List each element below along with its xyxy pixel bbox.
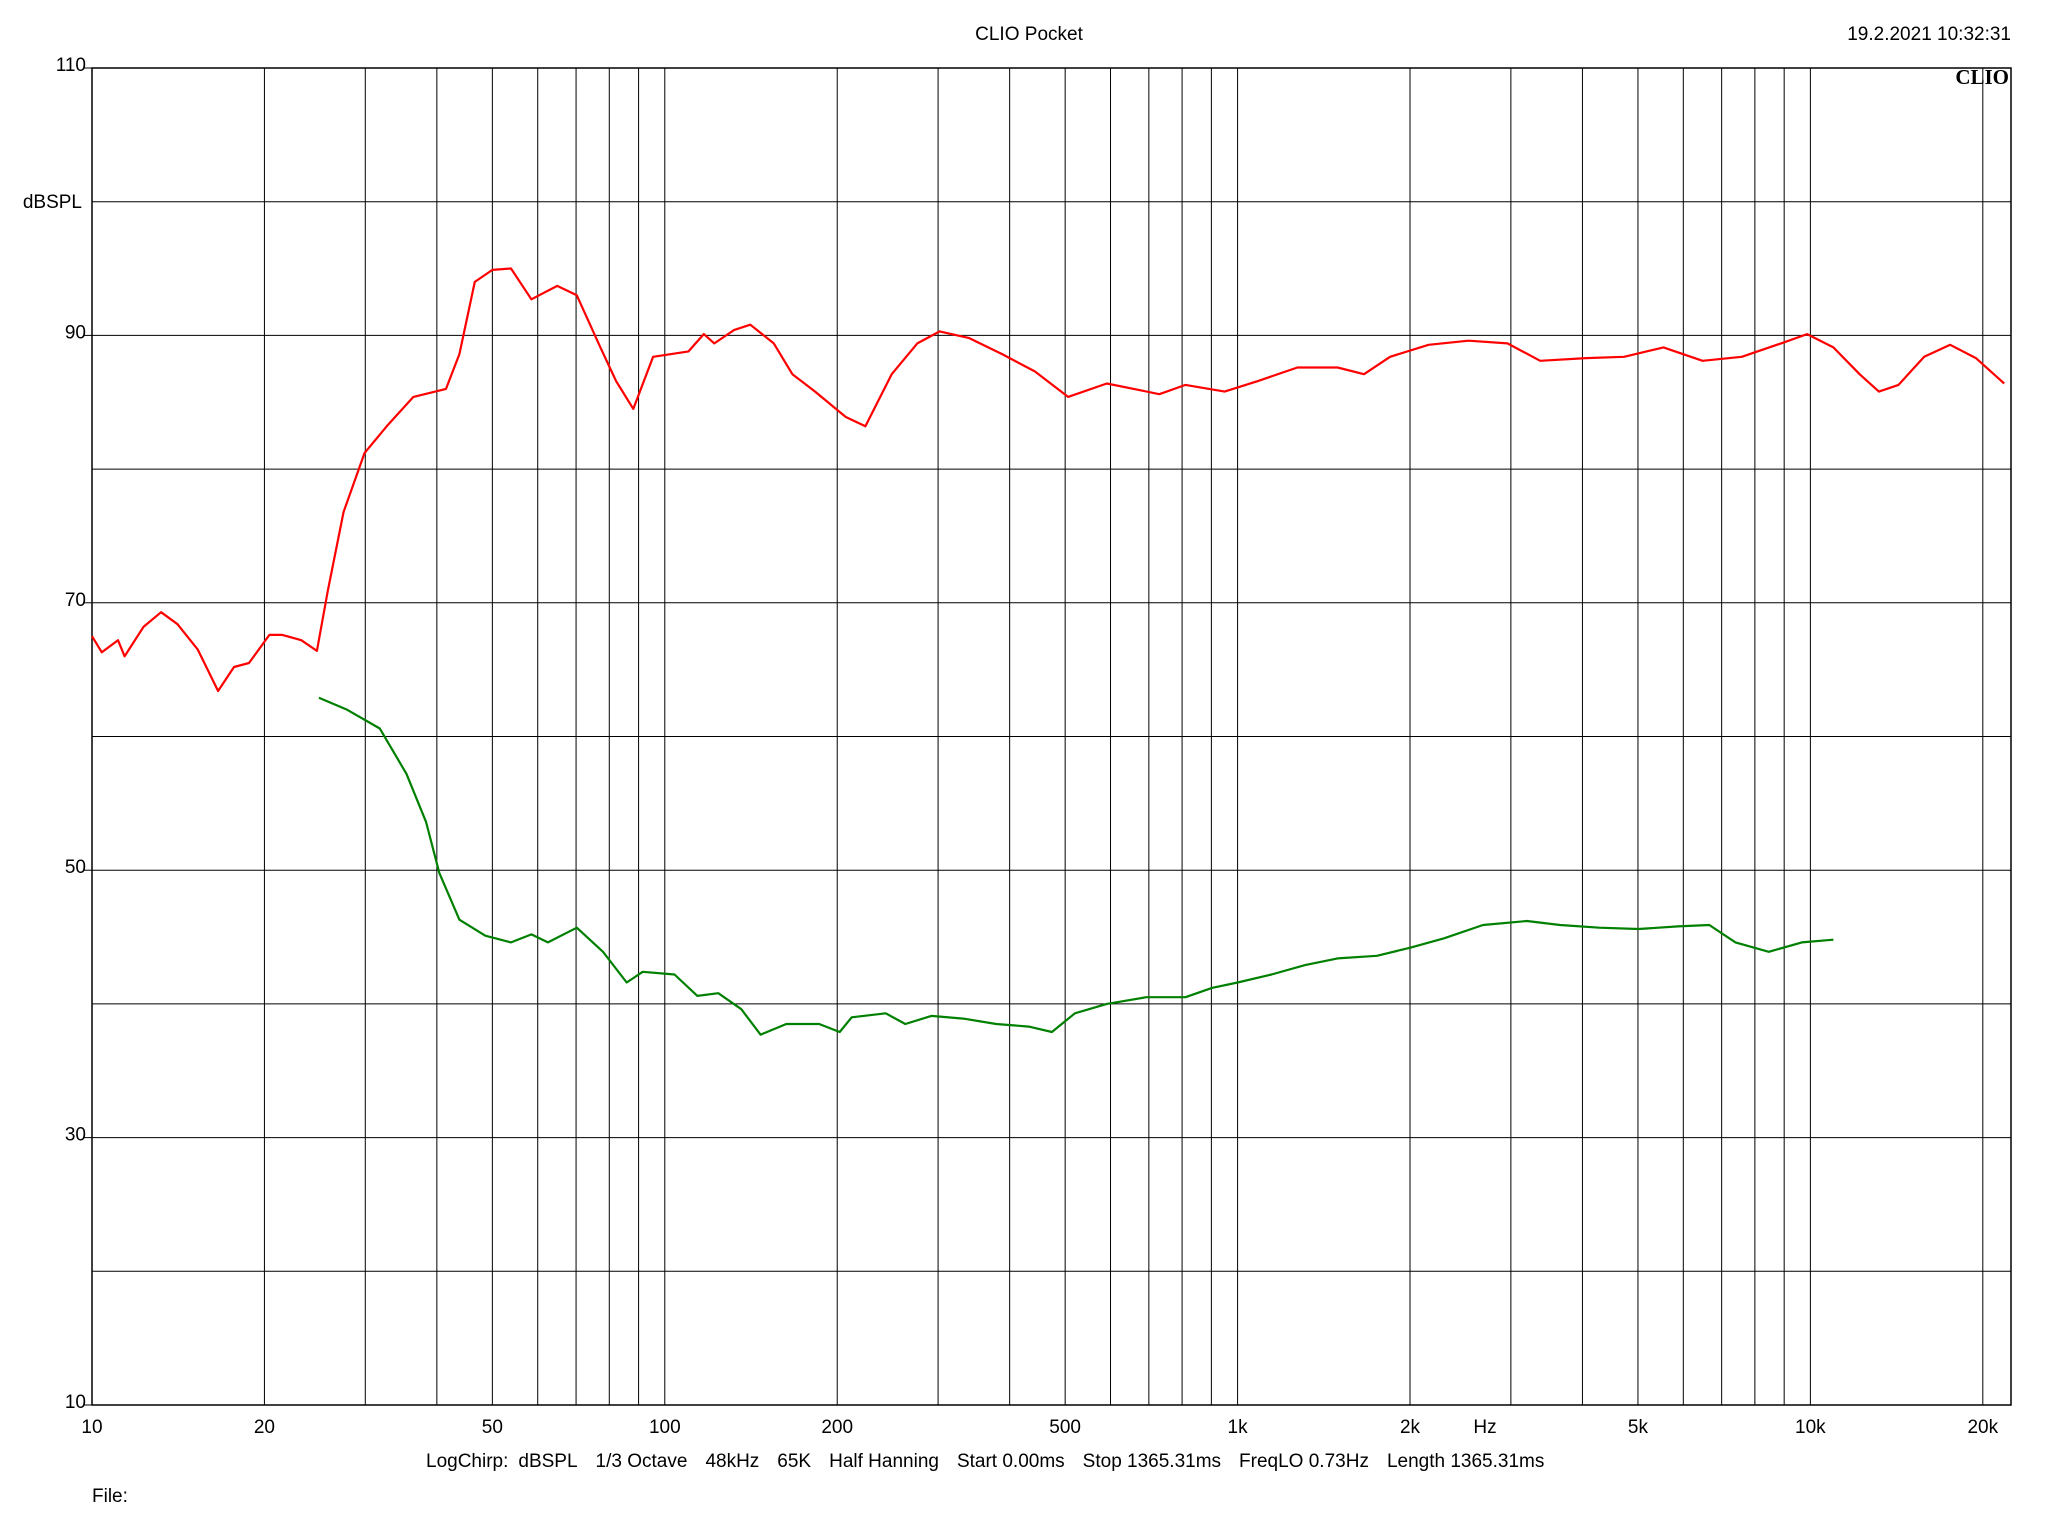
x-tick-label: 1k — [1228, 1417, 1249, 1438]
y-tick-label: 70 — [65, 590, 86, 611]
x-tick-label: 50 — [482, 1417, 503, 1438]
x-tick-label: 5k — [1628, 1417, 1649, 1438]
footer: LogChirp: dBSPL 1/3 Octave 48kHz 65K Half Han… — [426, 1451, 1544, 1472]
footer-item: LogChirp: — [426, 1451, 508, 1472]
timestamp: 19.2.2021 10:32:31 — [1847, 24, 2011, 45]
file-label: File: — [92, 1486, 128, 1507]
footer-item: Half Hanning — [829, 1451, 939, 1472]
x-tick-label: 20 — [254, 1417, 275, 1438]
y-tick-label: 110 — [56, 55, 86, 76]
x-axis-label: Hz — [1473, 1417, 1496, 1438]
x-tick-label: 10k — [1795, 1417, 1826, 1438]
footer-item: dBSPL — [518, 1451, 577, 1472]
chart-title: CLIO Pocket — [975, 24, 1083, 45]
footer-item: Stop 1365.31ms — [1083, 1451, 1221, 1472]
y-tick-label: 90 — [65, 322, 86, 343]
footer-item: Length 1365.31ms — [1387, 1451, 1544, 1472]
footer-item: 65K — [777, 1451, 811, 1472]
data-line — [318, 696, 1834, 1036]
footer-item: FreqLO 0.73Hz — [1239, 1451, 1369, 1472]
data-line — [91, 267, 2005, 693]
x-tick-label: 10 — [81, 1417, 102, 1438]
y-axis-label: dBSPL — [23, 192, 82, 213]
y-tick-label: 50 — [65, 857, 86, 878]
x-tick-label: 20k — [1967, 1417, 1998, 1438]
y-tick-label: 10 — [65, 1392, 86, 1413]
y-tick-label: 30 — [65, 1125, 86, 1146]
footer-item: Start 0.00ms — [957, 1451, 1065, 1472]
logo: CLIO — [1955, 65, 2009, 89]
plot-frame — [91, 67, 2012, 1406]
footer-item: 1/3 Octave — [596, 1451, 688, 1472]
x-tick-label: 2k — [1400, 1417, 1421, 1438]
x-tick-label: 100 — [649, 1417, 681, 1438]
footer-item: 48kHz — [705, 1451, 759, 1472]
x-tick-label: 500 — [1049, 1417, 1081, 1438]
x-tick-label: 200 — [821, 1417, 853, 1438]
